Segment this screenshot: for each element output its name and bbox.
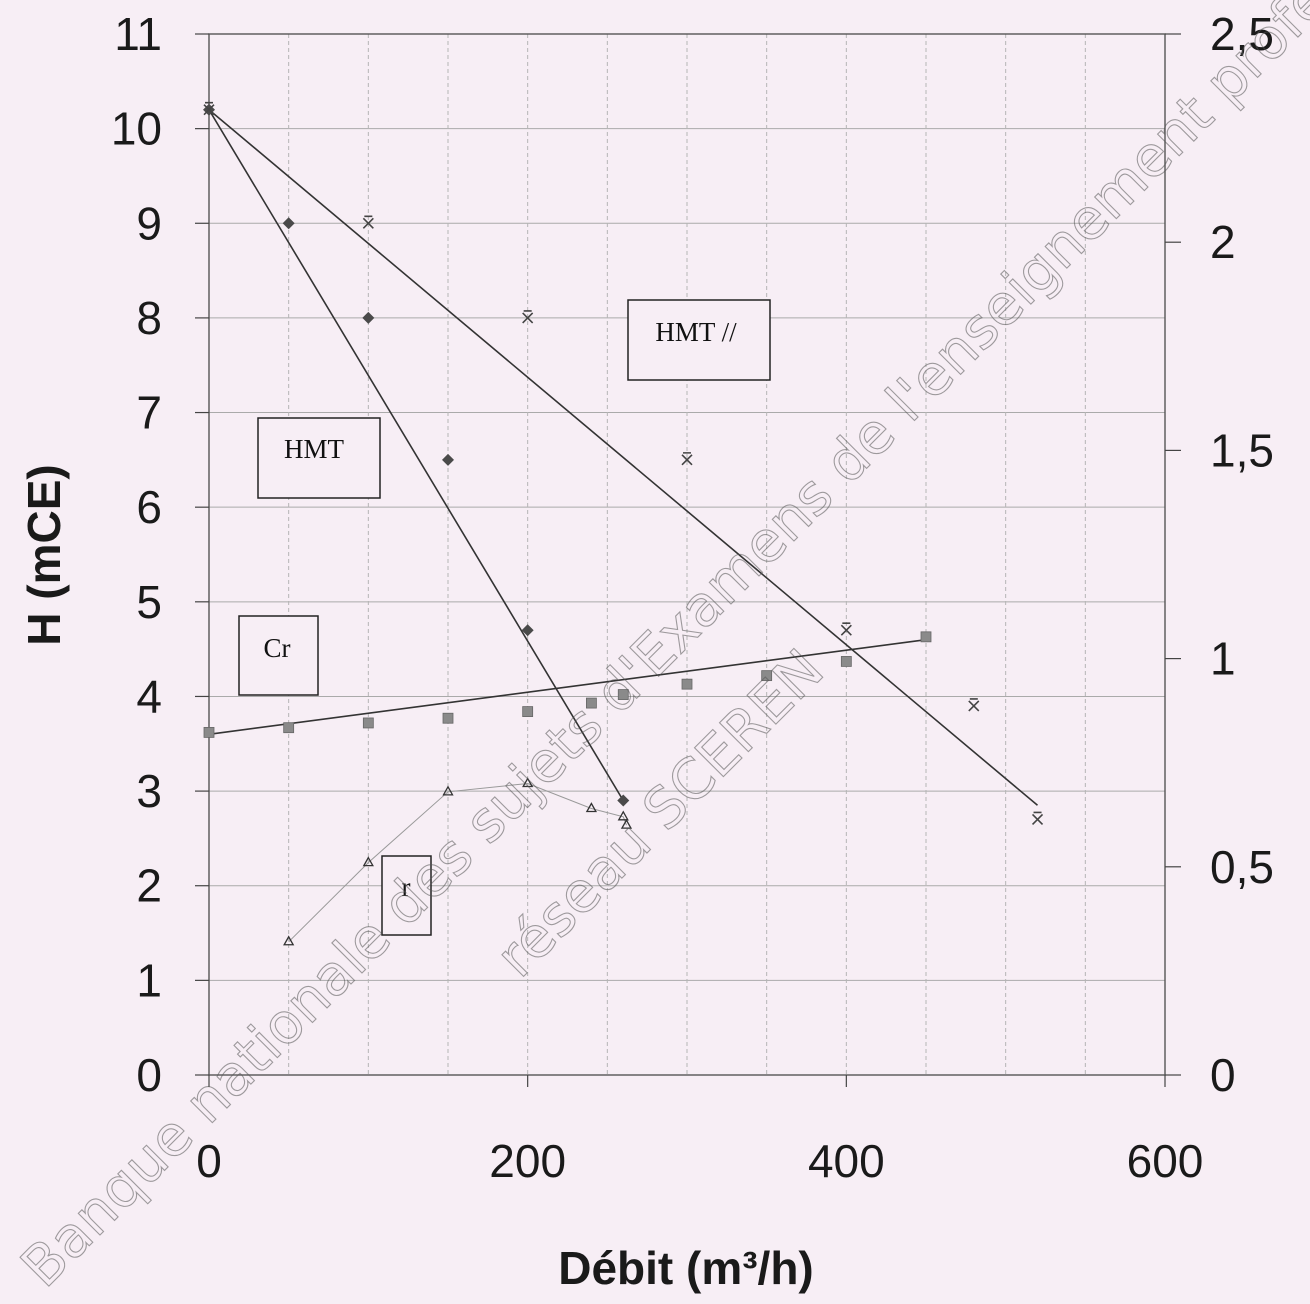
watermark: Banque nationale des sujets d'Examens de… — [8, 0, 1310, 1300]
point-square — [761, 670, 773, 682]
point-diamond — [282, 217, 295, 230]
y-tick-label: 5 — [136, 576, 162, 628]
y-tick-label: 11 — [114, 8, 162, 60]
point-square — [522, 706, 534, 717]
series-hmt — [203, 101, 1044, 826]
y2-tick-label: 0 — [1210, 1049, 1236, 1101]
point-triangle — [283, 935, 295, 946]
point-square — [362, 717, 374, 729]
fit-line-hmt — [208, 109, 624, 802]
point-square — [617, 689, 629, 700]
point-x — [362, 215, 374, 229]
y2-tick-label: 1 — [1210, 633, 1236, 685]
point-square — [681, 678, 693, 690]
point-x — [1031, 811, 1044, 826]
point-square — [920, 631, 932, 643]
axes — [195, 33, 1181, 1087]
y-tick-label: 0 — [136, 1049, 162, 1101]
y2-tick-label: 2,5 — [1210, 8, 1274, 60]
fit-lines — [208, 109, 1039, 943]
point-square — [442, 712, 454, 724]
annotation-box-hmt: HMT — [257, 417, 381, 499]
y2-tick-label: 0,5 — [1210, 841, 1274, 893]
series-cr — [203, 631, 932, 738]
point-square — [586, 697, 597, 709]
x-tick-label: 0 — [196, 1135, 222, 1187]
fit-line-hmt — [208, 109, 1039, 806]
point-x — [681, 452, 693, 466]
annotation-hmt-parallel: HMT // — [655, 317, 737, 347]
point-triangle — [617, 810, 629, 821]
x-axis-title: Débit (m³/h) — [558, 1242, 814, 1294]
annotation-box-r: r — [381, 855, 432, 936]
annotation-cr: Cr — [264, 633, 291, 663]
y-tick-label: 1 — [136, 954, 162, 1006]
point-triangle — [585, 802, 598, 813]
point-x — [203, 101, 215, 116]
point-x — [840, 622, 852, 636]
point-diamond — [362, 311, 375, 324]
point-diamond — [617, 794, 630, 807]
y-tick-label: 9 — [136, 197, 162, 249]
plot-frame — [208, 33, 1166, 1076]
point-x — [968, 698, 980, 712]
series-r — [283, 777, 633, 946]
point-triangle — [620, 818, 633, 829]
y2-tick-label: 2 — [1210, 216, 1236, 268]
y-tick-label: 7 — [136, 387, 162, 439]
y-tick-label: 4 — [136, 670, 162, 722]
x-tick-label: 400 — [808, 1135, 885, 1187]
tick-labels: 0 1 2 3 4 5 6 7 8 9 10 11 0 0,5 1 1,5 2 2,5 0 200 400 600 — [111, 8, 1274, 1187]
annotation-hmt: HMT — [284, 434, 345, 464]
x-tick-label: 600 — [1127, 1135, 1204, 1187]
point-triangle — [442, 785, 454, 796]
watermark-line-1: Banque nationale des sujets d'Examens de… — [9, 0, 1310, 1300]
x-tick-label: 200 — [489, 1135, 566, 1187]
y-tick-label: 8 — [136, 292, 162, 344]
annotation-box-hmt-parallel: HMT // — [627, 299, 771, 381]
y-tick-label: 6 — [136, 481, 162, 533]
point-diamond — [442, 453, 454, 466]
data-marks — [203, 101, 1044, 946]
point-triangle — [362, 856, 374, 867]
point-square — [283, 722, 295, 734]
point-x — [522, 310, 534, 324]
point-triangle — [522, 777, 534, 788]
y-axis-title: H (mCE) — [18, 464, 70, 645]
y-tick-label: 2 — [136, 860, 162, 912]
point-square — [840, 656, 852, 667]
y-tick-label: 10 — [111, 103, 162, 155]
series-line-r — [288, 782, 627, 943]
y-tick-label: 3 — [136, 765, 162, 817]
point-diamond — [521, 624, 534, 637]
annotation-r: r — [402, 872, 411, 902]
fit-line-cr — [208, 638, 927, 736]
point-square — [203, 727, 215, 738]
annotation-box-cr: Cr — [238, 615, 319, 696]
y2-tick-label: 1,5 — [1210, 424, 1274, 476]
